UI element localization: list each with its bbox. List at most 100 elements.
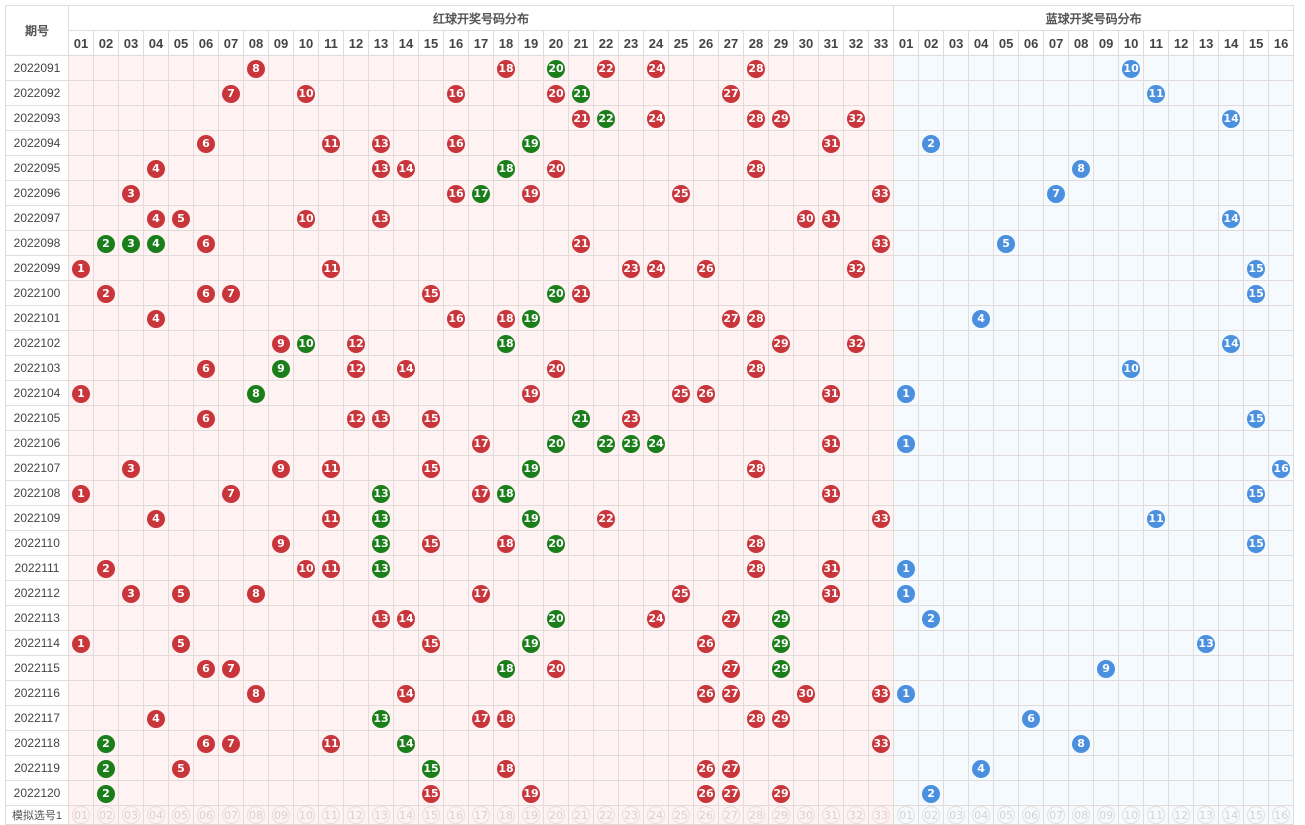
simulation-red-option[interactable]: 25 [672,806,690,824]
simulation-red-cell[interactable]: 30 [793,805,819,825]
simulation-blue-cell[interactable]: 02 [918,805,945,825]
simulation-red-option[interactable]: 03 [122,806,140,824]
simulation-red-option[interactable]: 21 [572,806,590,824]
simulation-blue-cell[interactable]: 14 [1218,805,1245,825]
simulation-red-cell[interactable]: 05 [168,805,194,825]
simulation-blue-cell[interactable]: 12 [1168,805,1195,825]
simulation-blue-option[interactable]: 11 [1147,806,1166,824]
simulation-red-cell[interactable]: 27 [718,805,744,825]
simulation-red-option[interactable]: 22 [597,806,615,824]
simulation-red-option[interactable]: 10 [297,806,315,824]
simulation-red-cell[interactable]: 12 [343,805,369,825]
simulation-blue-cell[interactable]: 11 [1143,805,1170,825]
simulation-red-cell[interactable]: 03 [118,805,144,825]
simulation-blue-cell[interactable]: 08 [1068,805,1095,825]
simulation-blue-cell[interactable]: 16 [1268,805,1295,825]
simulation-blue-option[interactable]: 10 [1122,806,1141,824]
simulation-red-option[interactable]: 30 [797,806,815,824]
simulation-red-option[interactable]: 06 [197,806,215,824]
simulation-red-cell[interactable]: 24 [643,805,669,825]
simulation-red-option[interactable]: 24 [647,806,665,824]
blue-number-cell [1118,505,1145,531]
simulation-blue-option[interactable]: 05 [997,806,1016,824]
simulation-red-cell[interactable]: 06 [193,805,219,825]
simulation-red-cell[interactable]: 22 [593,805,619,825]
simulation-red-cell[interactable]: 29 [768,805,794,825]
simulation-red-cell[interactable]: 01 [68,805,94,825]
simulation-red-cell[interactable]: 08 [243,805,269,825]
simulation-red-cell[interactable]: 26 [693,805,719,825]
simulation-red-option[interactable]: 28 [747,806,765,824]
simulation-red-cell[interactable]: 31 [818,805,844,825]
simulation-blue-option[interactable]: 01 [897,806,916,824]
simulation-blue-cell[interactable]: 09 [1093,805,1120,825]
simulation-red-option[interactable]: 11 [322,806,340,824]
simulation-blue-option[interactable]: 02 [922,806,941,824]
simulation-red-option[interactable]: 23 [622,806,640,824]
simulation-red-cell[interactable]: 13 [368,805,394,825]
simulation-red-cell[interactable]: 21 [568,805,594,825]
simulation-blue-option[interactable]: 08 [1072,806,1091,824]
simulation-red-option[interactable]: 04 [147,806,165,824]
red-number-cell [443,480,469,506]
simulation-blue-cell[interactable]: 01 [893,805,920,825]
simulation-blue-option[interactable]: 16 [1272,806,1291,824]
simulation-red-option[interactable]: 05 [172,806,190,824]
simulation-blue-cell[interactable]: 10 [1118,805,1145,825]
simulation-blue-cell[interactable]: 05 [993,805,1020,825]
simulation-red-option[interactable]: 09 [272,806,290,824]
simulation-blue-option[interactable]: 09 [1097,806,1116,824]
simulation-red-option[interactable]: 13 [372,806,390,824]
simulation-blue-option[interactable]: 14 [1222,806,1241,824]
simulation-red-cell[interactable]: 20 [543,805,569,825]
simulation-blue-cell[interactable]: 07 [1043,805,1070,825]
simulation-red-option[interactable]: 14 [397,806,415,824]
simulation-blue-cell[interactable]: 03 [943,805,970,825]
simulation-red-cell[interactable]: 04 [143,805,169,825]
simulation-red-option[interactable]: 19 [522,806,540,824]
simulation-red-option[interactable]: 16 [447,806,465,824]
simulation-blue-option[interactable]: 07 [1047,806,1066,824]
simulation-red-cell[interactable]: 28 [743,805,769,825]
simulation-blue-option[interactable]: 15 [1247,806,1266,824]
simulation-red-option[interactable]: 31 [822,806,840,824]
simulation-red-option[interactable]: 27 [722,806,740,824]
simulation-red-option[interactable]: 18 [497,806,515,824]
simulation-red-cell[interactable]: 02 [93,805,119,825]
simulation-blue-cell[interactable]: 13 [1193,805,1220,825]
simulation-red-cell[interactable]: 17 [468,805,494,825]
simulation-red-cell[interactable]: 15 [418,805,444,825]
simulation-red-option[interactable]: 08 [247,806,265,824]
simulation-red-cell[interactable]: 07 [218,805,244,825]
simulation-blue-cell[interactable]: 15 [1243,805,1270,825]
simulation-blue-option[interactable]: 03 [947,806,966,824]
simulation-red-option[interactable]: 07 [222,806,240,824]
simulation-red-cell[interactable]: 25 [668,805,694,825]
simulation-red-cell[interactable]: 16 [443,805,469,825]
simulation-red-option[interactable]: 01 [72,806,90,824]
simulation-red-option[interactable]: 02 [97,806,115,824]
simulation-red-cell[interactable]: 11 [318,805,344,825]
simulation-red-option[interactable]: 15 [422,806,440,824]
simulation-red-cell[interactable]: 32 [843,805,869,825]
simulation-red-option[interactable]: 26 [697,806,715,824]
simulation-red-cell[interactable]: 23 [618,805,644,825]
simulation-blue-cell[interactable]: 04 [968,805,995,825]
simulation-blue-option[interactable]: 04 [972,806,991,824]
simulation-red-option[interactable]: 20 [547,806,565,824]
simulation-red-option[interactable]: 33 [872,806,891,824]
simulation-blue-cell[interactable]: 06 [1018,805,1045,825]
simulation-red-option[interactable]: 17 [472,806,490,824]
simulation-red-cell[interactable]: 19 [518,805,544,825]
simulation-blue-option[interactable]: 13 [1197,806,1216,824]
simulation-red-option[interactable]: 29 [772,806,790,824]
simulation-red-option[interactable]: 32 [847,806,865,824]
simulation-blue-option[interactable]: 06 [1022,806,1041,824]
simulation-red-cell[interactable]: 33 [867,805,895,825]
simulation-red-cell[interactable]: 18 [493,805,519,825]
simulation-red-cell[interactable]: 09 [268,805,294,825]
simulation-red-cell[interactable]: 10 [293,805,319,825]
simulation-blue-option[interactable]: 12 [1172,806,1191,824]
simulation-red-option[interactable]: 12 [347,806,365,824]
simulation-red-cell[interactable]: 14 [393,805,419,825]
